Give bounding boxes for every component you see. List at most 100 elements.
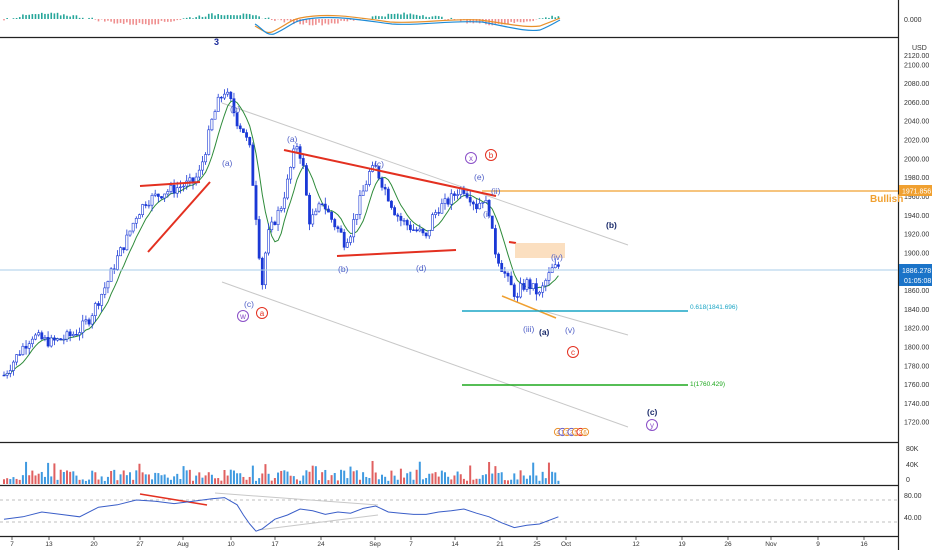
event-badge[interactable] — [580, 427, 590, 437]
candle — [390, 200, 393, 208]
candle — [534, 283, 538, 295]
candle — [361, 190, 365, 196]
candle — [292, 148, 296, 168]
candle — [119, 247, 122, 257]
candle — [339, 228, 343, 233]
volume-bar — [352, 471, 355, 484]
macd-bar — [47, 13, 49, 19]
macd-bar — [113, 19, 116, 24]
volume-bar — [154, 472, 157, 484]
volume-bar — [481, 475, 484, 484]
candle — [182, 185, 185, 188]
macd-bar — [211, 13, 213, 19]
wave-label-a2: (a) — [287, 134, 298, 144]
volume-bar — [292, 476, 295, 484]
macd-bar — [293, 19, 295, 25]
candle — [405, 220, 409, 226]
volume-bar — [547, 462, 550, 484]
circled-text-w: w — [239, 312, 246, 321]
candle — [172, 185, 176, 194]
orange-trendline — [501, 295, 557, 319]
candle — [427, 230, 431, 237]
candle — [364, 184, 368, 192]
currency-label: USD — [912, 45, 927, 52]
macd-bar — [119, 19, 122, 23]
candle — [150, 195, 154, 206]
macd-bar — [217, 14, 219, 19]
volume-bar — [135, 470, 138, 484]
candle — [81, 320, 85, 333]
rsi-divergence-line-1 — [139, 493, 208, 506]
candle — [232, 98, 236, 114]
volume-bar — [204, 475, 207, 484]
macd-bar — [321, 19, 323, 26]
wave-label-a3: (a) — [539, 327, 550, 337]
candles[interactable] — [2, 88, 560, 379]
candle — [352, 219, 356, 238]
candle — [251, 144, 255, 186]
candle — [34, 334, 37, 340]
macd-bar — [204, 16, 207, 19]
time-tick-label: Oct — [561, 541, 571, 548]
volume-bar — [91, 470, 94, 484]
volume-bar — [525, 478, 528, 484]
macd-bar — [138, 19, 141, 23]
candle — [169, 185, 173, 192]
volume-bar — [163, 474, 166, 484]
macd-bar — [233, 15, 235, 19]
candle — [37, 332, 41, 336]
volume-bar — [333, 473, 336, 484]
volume-bar — [195, 475, 198, 484]
volume-bar — [532, 462, 535, 484]
volume-bar — [283, 470, 286, 484]
candle — [116, 255, 119, 270]
price-axis[interactable]: USD 2120.00 1720.00 1740.00 1760.00 1780.00… — [904, 45, 929, 427]
candle — [43, 336, 47, 340]
volume-bar — [103, 480, 106, 484]
macd-bar — [510, 19, 512, 22]
macd-bar — [56, 12, 59, 19]
volume-bar — [311, 465, 314, 484]
volume-bar — [3, 479, 5, 484]
target-zone — [515, 243, 565, 258]
macd-bar — [53, 13, 56, 19]
time-axis[interactable]: 7 13 20 27 Aug 10 17 24 Sep 7 14 21 25 Oct 12 19 26 Nov 9 1… — [10, 537, 868, 548]
macd-bar — [516, 19, 519, 22]
macd-bar — [497, 19, 500, 24]
wave-label-3: 3 — [214, 37, 219, 47]
volume-bar — [141, 472, 144, 484]
macd-bar — [50, 12, 53, 19]
volume-bar — [324, 469, 327, 484]
candle — [273, 221, 277, 225]
candle — [509, 275, 513, 286]
candle — [531, 283, 535, 289]
volume-bar — [232, 470, 235, 484]
candle — [289, 166, 293, 180]
macd-bar — [6, 18, 8, 19]
price-tick-label: 1740.00 — [904, 401, 929, 408]
macd-bar — [513, 19, 516, 24]
macd-bar — [239, 15, 242, 19]
candle — [503, 271, 507, 274]
volume-bar — [106, 476, 109, 484]
volume-bar — [450, 479, 453, 484]
price-tick-label: 1780.00 — [904, 363, 929, 370]
wave-label-c1: (c) — [244, 299, 254, 309]
macd-bar — [538, 18, 541, 19]
candle — [279, 208, 283, 211]
time-tick-label: Sep — [369, 541, 381, 548]
macd-bar — [173, 19, 175, 22]
circled-label-w: w — [237, 310, 249, 322]
candle — [30, 338, 34, 345]
volume-bar — [428, 473, 431, 484]
volume-bar — [412, 479, 415, 484]
macd-bar — [469, 19, 471, 23]
macd-bar — [296, 19, 298, 22]
volume-bar — [390, 470, 393, 484]
macd-bar — [88, 17, 90, 19]
macd-bar — [280, 19, 282, 21]
macd-bar — [333, 19, 336, 24]
candle — [24, 345, 28, 349]
